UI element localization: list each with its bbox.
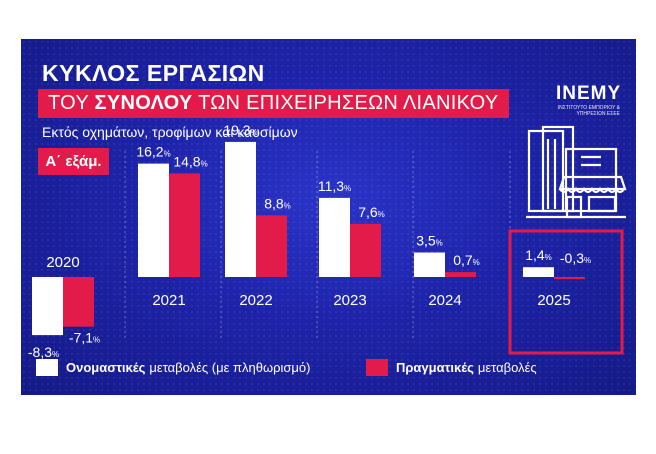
category-label-2021: 2021 bbox=[152, 292, 185, 309]
legend-nominal: Ονομαστικές μεταβολές (με πληθωρισμό) bbox=[36, 359, 310, 376]
bar-nominal-2021 bbox=[138, 163, 169, 277]
value-label-real-2020: -7,1% bbox=[69, 330, 100, 346]
bar-real-2021 bbox=[169, 173, 200, 277]
category-label-2022: 2022 bbox=[239, 292, 272, 309]
bar-real-2025 bbox=[554, 277, 585, 280]
bar-nominal-2025 bbox=[523, 267, 554, 277]
legend-real-bold: Πραγματικές bbox=[396, 360, 474, 375]
legend-swatch-nominal bbox=[36, 359, 58, 376]
value-label-nominal-2022: 19,3% bbox=[223, 122, 257, 138]
category-label-2020: 2020 bbox=[46, 254, 79, 271]
value-label-nominal-2020: -8,3% bbox=[28, 344, 59, 360]
category-label-2023: 2023 bbox=[333, 292, 366, 309]
bar-real-2020 bbox=[63, 277, 94, 327]
legend-nominal-text: μεταβολές (με πληθωρισμό) bbox=[149, 360, 311, 375]
value-label-real-2024: 0,7% bbox=[453, 252, 480, 268]
value-label-real-2022: 8,8% bbox=[264, 195, 291, 211]
bar-chart: 2020 -8,3% -7,1% 2021 16,2% 14,8% 2022 19,3% 8,8… bbox=[28, 122, 627, 360]
bar-nominal-2022 bbox=[225, 141, 256, 277]
chart-title-banner: ΤΟΥ ΣΥΝΟΛΟΥ ΤΩΝ ΕΠΙΧΕΙΡΗΣΕΩΝ ΛΙΑΝΙΚΟΥ bbox=[38, 89, 509, 118]
inemy-logo: INEMY ΙΝΣΤΙΤΟΥΤΟ ΕΜΠΟΡΙΟΥ & ΥΠΗΡΕΣΙΩΝ ΕΣ… bbox=[556, 83, 621, 117]
value-label-nominal-2021: 16,2% bbox=[136, 144, 170, 160]
value-label-real-2021: 14,8% bbox=[173, 153, 207, 169]
logo-subtitle: ΙΝΣΤΙΤΟΥΤΟ ΕΜΠΟΡΙΟΥ & ΥΠΗΡΕΣΙΩΝ ΕΣΕΕ bbox=[557, 105, 620, 117]
logo-name: INEMY bbox=[556, 83, 622, 104]
legend-swatch-real bbox=[366, 359, 388, 376]
chart-subtitle: Εκτός οχημάτων, τροφίμων και καυσίμων bbox=[42, 124, 298, 140]
bar-nominal-2024 bbox=[414, 252, 445, 277]
labels-layer: 2020 -8,3% -7,1% 2021 16,2% 14,8% 2022 19,3% 8,8… bbox=[28, 122, 591, 360]
bar-real-2024 bbox=[445, 272, 476, 277]
value-label-real-2023: 7,6% bbox=[358, 204, 385, 220]
storefront-icon bbox=[526, 125, 627, 219]
category-label-2024: 2024 bbox=[428, 292, 461, 309]
title-emphasis: ΣΥΝΟΛΟΥ bbox=[94, 92, 193, 114]
value-label-nominal-2023: 11,3% bbox=[318, 178, 351, 194]
value-label-nominal-2024: 3,5% bbox=[416, 233, 443, 249]
value-label-nominal-2025: 1,4% bbox=[525, 247, 552, 263]
title-suffix: ΤΩΝ ΕΠΙΧΕΙΡΗΣΕΩΝ ΛΙΑΝΙΚΟΥ bbox=[192, 92, 499, 114]
category-dividers bbox=[124, 151, 511, 339]
value-label-real-2025: -0,3% bbox=[560, 250, 591, 266]
legend-real: Πραγματικές μεταβολές bbox=[366, 359, 537, 376]
bar-nominal-2020 bbox=[32, 277, 63, 336]
legend-real-text: μεταβολές bbox=[477, 360, 537, 375]
period-badge: Α΄ εξάμ. bbox=[38, 148, 109, 175]
chart-panel: ΚΥΚΛΟΣ ΕΡΓΑΣΙΩΝ ΤΟΥ ΣΥΝΟΛΟΥ ΤΩΝ ΕΠΙΧΕΙΡΗ… bbox=[21, 39, 636, 395]
bar-real-2022 bbox=[256, 215, 287, 277]
chart-title: ΚΥΚΛΟΣ ΕΡΓΑΣΙΩΝ bbox=[42, 60, 265, 86]
bars-layer bbox=[32, 141, 585, 336]
legend-nominal-bold: Ονομαστικές bbox=[66, 360, 146, 375]
title-prefix: ΤΟΥ bbox=[48, 92, 95, 114]
category-label-2025: 2025 bbox=[537, 292, 570, 309]
bar-nominal-2023 bbox=[319, 197, 350, 277]
bar-real-2023 bbox=[350, 223, 381, 277]
highlight-box-2025 bbox=[508, 229, 624, 355]
